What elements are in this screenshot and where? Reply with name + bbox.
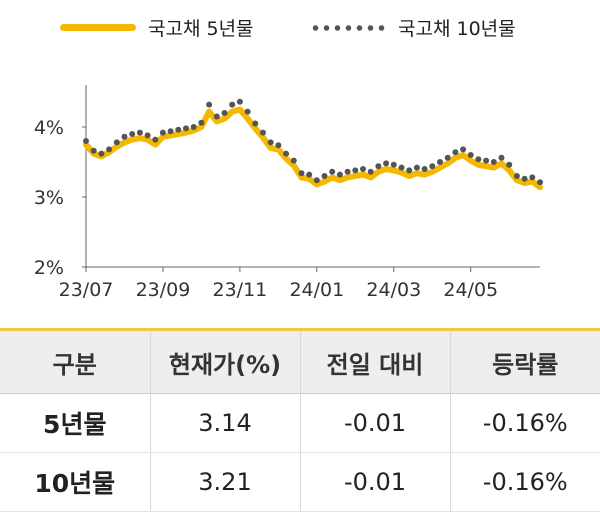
header-current-price: 현재가(%)	[150, 331, 301, 394]
data-point-10y	[513, 173, 520, 179]
data-point-10y	[229, 101, 236, 108]
x-tick-label: 24/05	[443, 279, 498, 301]
x-tick-label: 24/01	[289, 279, 344, 301]
header-category: 구분	[0, 331, 151, 394]
data-point-10y	[98, 150, 105, 157]
data-point-10y	[306, 171, 313, 178]
x-tick-label: 24/03	[366, 279, 421, 301]
data-point-10y	[521, 175, 528, 182]
x-tick-label: 23/09	[136, 279, 191, 301]
data-point-10y	[298, 170, 305, 177]
data-point-10y	[367, 168, 374, 175]
data-point-10y	[260, 129, 266, 136]
series-line-5y	[83, 106, 543, 191]
data-point-10y	[121, 133, 128, 140]
data-point-10y	[452, 149, 459, 156]
cell-current-price: 3.21	[150, 452, 301, 512]
data-point-10y	[537, 179, 543, 186]
data-point-10y	[437, 159, 443, 165]
x-tick-label: 23/07	[59, 279, 114, 301]
data-point-10y	[506, 161, 513, 168]
cell-change: -0.01	[300, 452, 451, 512]
data-point-10y	[159, 129, 166, 136]
header-change-rate: 등락률	[450, 331, 600, 394]
line-chart: 2% 3% 4% 23/07 23/09 23/11 24/01 24/03 24/05	[34, 85, 543, 301]
data-point-10y	[498, 154, 505, 161]
data-point-10y	[175, 126, 182, 133]
data-point-10y	[529, 174, 536, 181]
data-point-10y	[283, 150, 290, 157]
data-point-10y	[460, 146, 467, 153]
data-point-10y	[421, 166, 428, 172]
data-point-10y	[213, 113, 220, 120]
chart-legend: 국고채 5년물 국고채 10년물	[60, 14, 590, 44]
data-point-10y	[313, 177, 320, 184]
data-point-10y	[221, 110, 228, 116]
data-point-10y	[336, 171, 343, 178]
legend-label-10y: 국고채 10년물	[398, 18, 516, 40]
cell-change: -0.01	[300, 393, 451, 453]
data-point-10y	[383, 160, 390, 167]
data-point-10y	[244, 108, 251, 115]
data-point-10y	[267, 139, 274, 146]
data-point-10y	[398, 164, 405, 171]
data-point-10y	[429, 163, 436, 170]
legend-swatch-10y	[310, 23, 386, 32]
data-point-10y	[321, 173, 328, 179]
x-tick-label: 23/11	[213, 279, 268, 301]
data-point-10y	[375, 163, 382, 170]
row-label-10y: 10년물	[0, 452, 151, 512]
price-table: 구분 현재가(%) 전일 대비 등락률 5년물 3.14 -0.01 -0.16…	[0, 331, 600, 512]
data-point-10y	[275, 142, 282, 149]
data-point-10y	[467, 152, 474, 158]
y-tick-label: 4%	[34, 117, 64, 139]
table-header-row: 구분 현재가(%) 전일 대비 등락률	[0, 331, 600, 394]
cell-current-price: 3.14	[150, 393, 301, 453]
data-point-10y	[129, 131, 136, 137]
price-table-container: 구분 현재가(%) 전일 대비 등락률 5년물 3.14 -0.01 -0.16…	[0, 328, 600, 512]
data-point-10y	[252, 120, 259, 127]
data-point-10y	[113, 139, 120, 146]
legend-label-5y: 국고채 5년물	[148, 18, 254, 40]
data-point-10y	[198, 119, 205, 126]
data-point-10y	[190, 124, 197, 130]
data-point-10y	[167, 128, 174, 135]
legend-item-10y: 국고채 10년물	[310, 14, 516, 41]
data-point-10y	[329, 168, 336, 175]
data-point-10y	[406, 167, 413, 174]
data-point-10y	[90, 147, 97, 154]
data-point-10y	[183, 125, 189, 132]
y-tick-label: 3%	[34, 187, 64, 209]
data-point-10y	[352, 167, 359, 174]
y-tick-label: 2%	[34, 257, 64, 279]
cell-change-rate: -0.16%	[450, 393, 600, 453]
data-point-10y	[444, 154, 451, 161]
legend-swatch-5y	[60, 24, 136, 31]
data-point-10y	[136, 129, 143, 136]
data-point-10y	[144, 132, 151, 139]
header-change: 전일 대비	[300, 331, 451, 394]
data-point-10y	[475, 156, 482, 163]
cell-change-rate: -0.16%	[450, 452, 600, 512]
data-point-10y	[390, 161, 397, 168]
data-point-10y	[413, 164, 420, 171]
legend-item-5y: 국고채 5년물	[60, 14, 254, 41]
data-point-10y	[83, 138, 89, 144]
data-point-10y	[206, 101, 213, 108]
data-point-10y	[290, 157, 297, 164]
data-point-10y	[152, 136, 159, 143]
table-row: 5년물 3.14 -0.01 -0.16%	[0, 393, 600, 453]
table-top-border	[0, 328, 600, 331]
data-point-10y	[483, 157, 490, 164]
table-row: 10년물 3.21 -0.01 -0.16%	[0, 452, 600, 512]
data-point-10y	[344, 168, 351, 175]
row-label-5y: 5년물	[0, 393, 151, 453]
data-point-10y	[360, 166, 366, 172]
data-point-10y	[490, 159, 497, 165]
data-point-10y	[236, 98, 243, 105]
data-point-10y	[106, 146, 113, 153]
